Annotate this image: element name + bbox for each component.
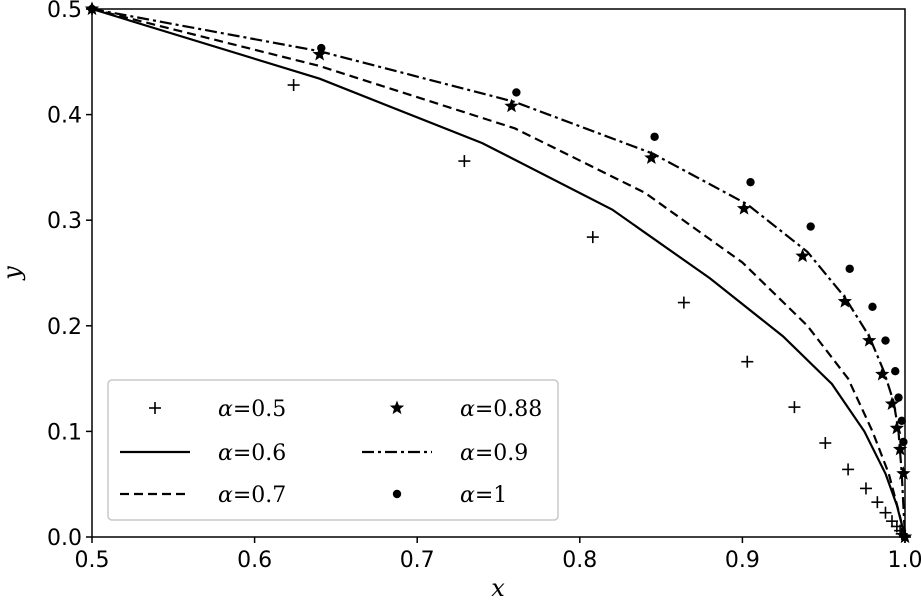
data-point (845, 264, 854, 273)
series-2 (91, 7, 907, 538)
data-point (736, 201, 752, 215)
data-point (512, 88, 521, 97)
ticks-layer: 0.5 0.6 0.7 0.8 0.9 1.0 0.0 0.1 0.2 0.3 0.4 0.5 (47, 0, 921, 573)
data-point (859, 482, 872, 495)
series-4 (84, 1, 913, 544)
y-tick-label: 0.0 (47, 526, 82, 551)
plot-frame (91, 8, 906, 538)
series-line (91, 7, 907, 538)
y-tick-label: 0.3 (47, 209, 82, 234)
legend-item-4: α=0.88 (389, 397, 542, 422)
data-point (897, 416, 906, 426)
legend-item-6: α=1 (392, 483, 507, 508)
legend-item-3: α=0.7 (120, 483, 286, 508)
series-5 (91, 7, 907, 538)
data-point (868, 302, 877, 311)
data-point (842, 463, 855, 476)
legend-label: α=0.7 (218, 483, 286, 508)
data-point (741, 355, 754, 368)
legend-item-1: α=0.5 (149, 397, 286, 422)
series-line (91, 7, 907, 538)
data-point (819, 437, 832, 450)
legend-marker (389, 400, 405, 415)
x-tick-label: 0.9 (725, 548, 760, 573)
data-point (899, 437, 908, 447)
y-tick-label: 0.2 (47, 315, 82, 340)
series-3 (91, 7, 907, 538)
series-layer (84, 1, 913, 544)
y-tick-label: 0.1 (47, 420, 82, 445)
data-point (644, 150, 659, 164)
data-point (884, 396, 900, 411)
legend-marker (392, 489, 402, 499)
legend: α=0.5 α=0.6 α=0.7 α=0.88 α=0.9 α=1 (107, 379, 559, 521)
data-point (317, 43, 326, 53)
data-point (586, 231, 599, 244)
y-axis-label: y (0, 266, 26, 281)
legend-label: α=1 (460, 483, 507, 508)
data-point (885, 515, 898, 528)
data-point (896, 466, 911, 480)
legend-label: α=0.9 (460, 441, 528, 466)
data-point (312, 46, 327, 61)
legend-item-2: α=0.6 (120, 441, 286, 466)
y-tick-label: 0.4 (47, 104, 82, 129)
legend-label: α=0.6 (218, 441, 286, 466)
data-point (795, 248, 810, 263)
x-axis-label: x (491, 574, 505, 602)
legend-frame (107, 379, 559, 521)
data-point (892, 441, 908, 456)
data-point (875, 366, 890, 381)
data-point (871, 496, 884, 509)
data-point (862, 333, 877, 347)
data-point (650, 132, 659, 141)
x-tick-label: 0.7 (400, 548, 435, 573)
data-point (504, 98, 519, 113)
legend-label: α=0.88 (460, 397, 542, 422)
y-tick-label: 0.5 (47, 0, 82, 23)
series-line (91, 7, 907, 538)
data-point (879, 506, 892, 519)
legend-label: α=0.5 (218, 397, 286, 422)
data-point (894, 393, 903, 402)
data-point (458, 155, 471, 168)
data-point (889, 420, 904, 435)
data-point (677, 296, 690, 309)
data-point (891, 367, 900, 376)
x-tick-label: 0.5 (75, 548, 110, 573)
x-tick-label: 0.6 (237, 548, 272, 573)
legend-marker (149, 402, 161, 414)
data-point (788, 401, 801, 414)
x-tick-label: 0.8 (562, 548, 597, 573)
data-point (746, 177, 755, 187)
data-point (881, 336, 890, 345)
x-tick-label: 1.0 (888, 548, 921, 573)
data-point (806, 222, 815, 231)
data-point (837, 294, 852, 308)
data-point (287, 79, 300, 92)
legend-item-5: α=0.9 (362, 441, 528, 466)
